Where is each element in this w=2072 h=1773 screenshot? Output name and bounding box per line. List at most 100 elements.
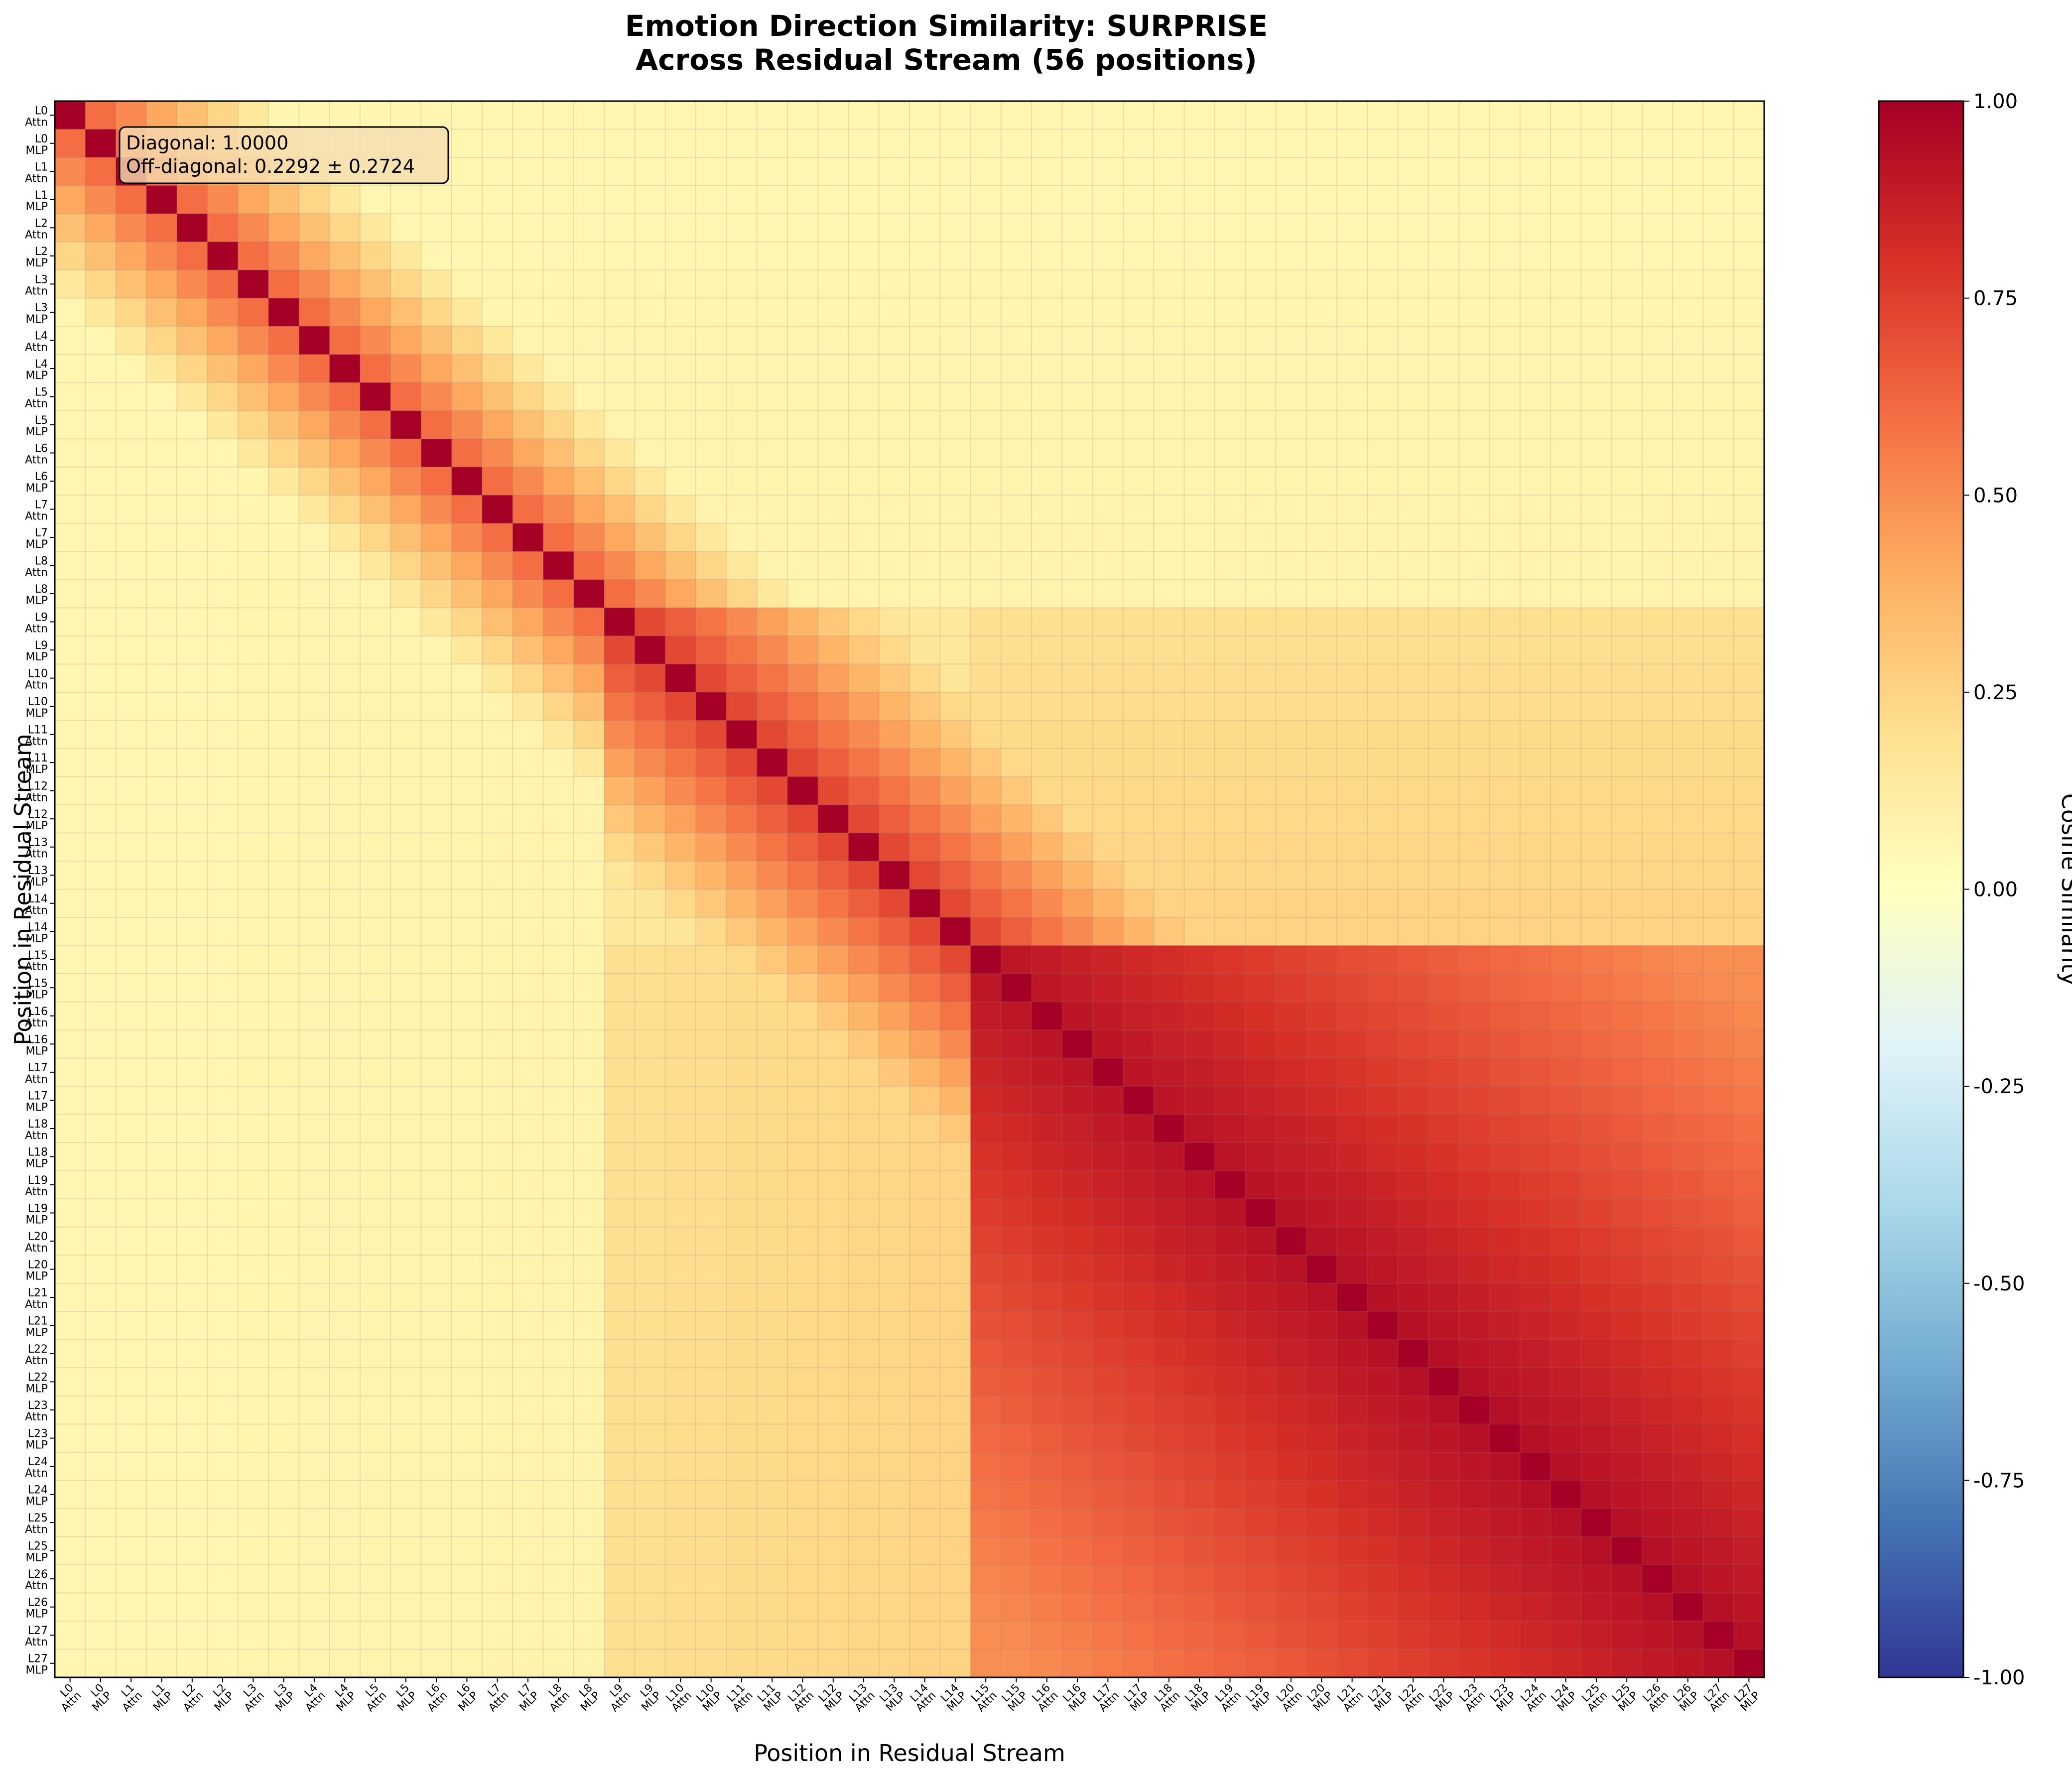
heatmap-cell — [360, 1368, 391, 1396]
heatmap-cell — [1733, 1424, 1765, 1453]
heatmap-cell — [421, 354, 452, 383]
heatmap-cell — [1642, 1086, 1673, 1115]
heatmap-cell — [238, 495, 269, 524]
heatmap-cell — [1703, 1564, 1734, 1594]
heatmap-cell — [177, 748, 208, 777]
y-tick-label: L12 MLP — [25, 808, 48, 832]
heatmap-cell — [1245, 495, 1277, 524]
y-tick-label: L18 MLP — [25, 1146, 48, 1170]
heatmap-cell — [848, 720, 880, 749]
heatmap-cell — [1459, 214, 1490, 243]
heatmap-cell — [787, 917, 818, 946]
heatmap-cell — [1154, 129, 1185, 158]
heatmap-cell — [421, 298, 452, 327]
heatmap-cell — [970, 242, 1002, 270]
heatmap-cell — [1123, 833, 1154, 862]
heatmap-cell — [1733, 242, 1765, 270]
heatmap-cell — [85, 1621, 117, 1650]
heatmap-cell — [665, 1368, 696, 1396]
heatmap-cell — [787, 185, 818, 214]
heatmap-cell — [543, 129, 574, 158]
heatmap-cell — [1337, 1227, 1368, 1256]
heatmap-cell — [421, 1368, 452, 1396]
heatmap-cell — [726, 1114, 758, 1143]
heatmap-cell — [1062, 1621, 1093, 1650]
heatmap-cell — [421, 1621, 452, 1650]
heatmap-cell — [482, 1395, 513, 1424]
heatmap-cell — [940, 1227, 971, 1256]
heatmap-cell — [482, 1536, 513, 1565]
heatmap-cell — [1337, 776, 1368, 805]
heatmap-cell — [1367, 579, 1399, 608]
heatmap-cell — [146, 1480, 177, 1509]
heatmap-cell — [482, 382, 513, 411]
heatmap-cell — [238, 1480, 269, 1509]
heatmap-cell — [116, 270, 147, 299]
heatmap-cell — [1642, 917, 1673, 946]
heatmap-cell — [573, 1564, 605, 1594]
heatmap-cell — [207, 974, 239, 1003]
heatmap-cell — [1306, 326, 1337, 355]
heatmap-cell — [482, 945, 513, 974]
heatmap-cell — [1551, 1593, 1581, 1622]
heatmap-cell — [665, 1030, 696, 1059]
heatmap-cell — [970, 1002, 1002, 1030]
heatmap-cell — [1092, 101, 1124, 130]
heatmap-cell — [1489, 410, 1521, 439]
heatmap-cell — [85, 1002, 117, 1030]
heatmap-cell — [757, 917, 788, 946]
heatmap-cell — [513, 1593, 544, 1622]
x-tick-label: L21Attn — [1333, 1682, 1366, 1715]
heatmap-cell — [513, 467, 544, 496]
heatmap-cell — [1001, 1480, 1032, 1509]
heatmap-cell — [1489, 720, 1521, 749]
heatmap-cell — [238, 1142, 269, 1171]
heatmap-cell — [1001, 974, 1032, 1003]
heatmap-cell — [177, 185, 208, 214]
heatmap-cell — [1459, 635, 1490, 664]
heatmap-cell — [1001, 608, 1032, 636]
heatmap-cell — [299, 185, 330, 214]
heatmap-cell — [116, 439, 147, 468]
heatmap-cell — [879, 326, 910, 355]
heatmap-cell — [1611, 129, 1643, 158]
heatmap-cell — [1551, 410, 1581, 439]
heatmap-cell — [146, 1058, 177, 1087]
heatmap-cell — [1520, 1255, 1551, 1284]
heatmap-cell — [1733, 1086, 1765, 1115]
heatmap-cell — [1001, 382, 1032, 411]
heatmap-cell — [1001, 214, 1032, 243]
heatmap-cell — [146, 1255, 177, 1284]
heatmap-cell — [1306, 861, 1337, 890]
heatmap-cell — [1337, 1339, 1368, 1368]
heatmap-cell — [238, 1536, 269, 1565]
heatmap-cell — [390, 1058, 422, 1087]
heatmap-cell — [329, 185, 361, 214]
heatmap-cell — [604, 861, 636, 890]
heatmap-cell — [1001, 1086, 1032, 1115]
heatmap-cell — [1062, 1114, 1093, 1143]
heatmap-cell — [1733, 1283, 1765, 1312]
heatmap-cell — [635, 439, 666, 468]
heatmap-cell — [1062, 889, 1093, 918]
heatmap-cell — [1673, 185, 1704, 214]
y-tick-label: L6 Attn — [25, 442, 48, 466]
heatmap-cell — [1642, 579, 1673, 608]
heatmap-cell — [1367, 523, 1399, 552]
heatmap-cell — [726, 1480, 758, 1509]
heatmap-cell — [1032, 354, 1063, 383]
heatmap-cell — [1673, 382, 1704, 411]
heatmap-cell — [268, 185, 299, 214]
heatmap-cell — [1733, 889, 1765, 918]
heatmap-cell — [573, 1142, 605, 1171]
heatmap-cell — [390, 776, 422, 805]
heatmap-cell — [787, 1283, 818, 1312]
heatmap-cell — [1459, 1142, 1490, 1171]
heatmap-cell — [116, 1480, 147, 1509]
heatmap-cell — [726, 1649, 758, 1678]
heatmap-cell — [1673, 1199, 1704, 1228]
heatmap-cell — [726, 101, 758, 130]
heatmap-cell — [1673, 242, 1704, 270]
heatmap-cell — [1703, 945, 1734, 974]
heatmap-cell — [329, 720, 361, 749]
